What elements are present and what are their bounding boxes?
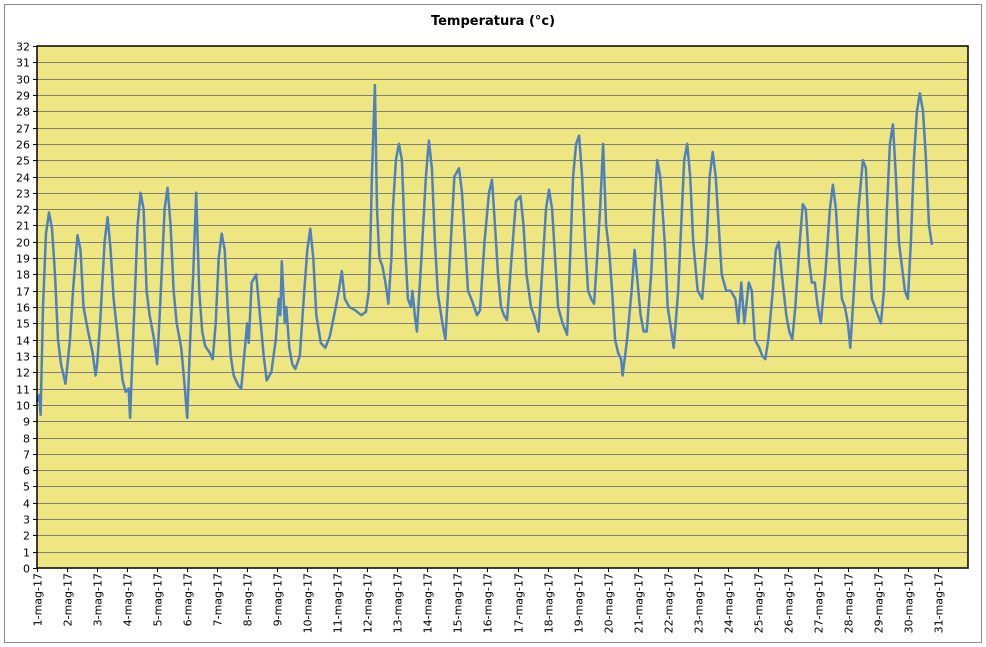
y-tick-label: 11 bbox=[16, 384, 30, 397]
x-tick-label: 25-mag-17 bbox=[753, 573, 766, 633]
x-tick-label: 22-mag-17 bbox=[663, 573, 676, 633]
y-tick-label: 22 bbox=[16, 204, 30, 217]
x-tick-label: 2-mag-17 bbox=[62, 573, 75, 626]
x-tick-label: 17-mag-17 bbox=[513, 573, 526, 633]
y-tick-label: 15 bbox=[16, 318, 30, 331]
x-tick-label: 10-mag-17 bbox=[302, 573, 315, 633]
y-tick-label: 17 bbox=[16, 286, 30, 299]
y-tick-label: 21 bbox=[16, 220, 30, 233]
y-tick-label: 2 bbox=[23, 530, 30, 543]
y-tick-label: 1 bbox=[23, 547, 30, 560]
y-tick-label: 16 bbox=[16, 302, 30, 315]
y-tick-label: 10 bbox=[16, 400, 30, 413]
x-tick-label: 9-mag-17 bbox=[272, 573, 285, 626]
x-tick-label: 24-mag-17 bbox=[723, 573, 736, 633]
x-tick-label: 19-mag-17 bbox=[573, 573, 586, 633]
y-axis-tick-labels: 0123456789101112131415161718192021222324… bbox=[16, 41, 37, 576]
x-tick-label: 13-mag-17 bbox=[392, 573, 405, 633]
y-tick-label: 27 bbox=[16, 123, 30, 136]
x-tick-label: 26-mag-17 bbox=[783, 573, 796, 633]
x-tick-label: 6-mag-17 bbox=[182, 573, 195, 626]
y-tick-label: 9 bbox=[23, 416, 30, 429]
y-tick-label: 28 bbox=[16, 106, 30, 119]
x-tick-label: 11-mag-17 bbox=[332, 573, 345, 633]
x-tick-label: 21-mag-17 bbox=[633, 573, 646, 633]
chart-title: Temperatura (°c) bbox=[430, 14, 556, 29]
y-tick-label: 18 bbox=[16, 269, 30, 282]
x-axis-tick-labels: 1-mag-17 2-mag-17 3-mag-17 4-mag-17 5-mag-17… bbox=[32, 568, 946, 633]
y-tick-label: 31 bbox=[16, 57, 30, 70]
x-tick-label: 14-mag-17 bbox=[422, 573, 435, 633]
y-tick-label: 23 bbox=[16, 188, 30, 201]
y-tick-label: 4 bbox=[23, 498, 30, 511]
y-tick-label: 8 bbox=[23, 433, 30, 446]
y-tick-label: 3 bbox=[23, 514, 30, 527]
x-tick-label: 29-mag-17 bbox=[873, 573, 886, 633]
x-tick-label: 23-mag-17 bbox=[693, 573, 706, 633]
y-tick-label: 30 bbox=[16, 74, 30, 87]
y-tick-label: 24 bbox=[16, 172, 30, 185]
x-tick-label: 28-mag-17 bbox=[843, 573, 856, 633]
y-tick-label: 6 bbox=[23, 465, 30, 478]
x-tick-label: 1-mag-17 bbox=[32, 573, 45, 626]
x-tick-label: 4-mag-17 bbox=[122, 573, 135, 626]
y-tick-label: 25 bbox=[16, 155, 30, 168]
y-tick-label: 14 bbox=[16, 335, 30, 348]
x-tick-label: 20-mag-17 bbox=[603, 573, 616, 633]
x-tick-label: 3-mag-17 bbox=[92, 573, 105, 626]
plot-border bbox=[36, 45, 969, 569]
y-tick-label: 20 bbox=[16, 237, 30, 250]
x-tick-label: 30-mag-17 bbox=[903, 573, 916, 633]
y-tick-label: 26 bbox=[16, 139, 30, 152]
y-tick-label: 7 bbox=[23, 449, 30, 462]
x-tick-label: 31-mag-17 bbox=[933, 573, 946, 633]
x-tick-label: 16-mag-17 bbox=[482, 573, 495, 633]
y-tick-label: 32 bbox=[16, 41, 30, 54]
y-tick-label: 12 bbox=[16, 367, 30, 380]
x-tick-label: 27-mag-17 bbox=[813, 573, 826, 633]
x-tick-label: 15-mag-17 bbox=[452, 573, 465, 633]
x-tick-label: 18-mag-17 bbox=[543, 573, 556, 633]
temperature-series-line bbox=[35, 83, 934, 420]
y-tick-label: 13 bbox=[16, 351, 30, 364]
y-tick-label: 19 bbox=[16, 253, 30, 266]
x-tick-label: 7-mag-17 bbox=[212, 573, 225, 626]
y-tick-label: 29 bbox=[16, 90, 30, 103]
x-tick-label: 8-mag-17 bbox=[242, 573, 255, 626]
x-tick-label: 5-mag-17 bbox=[152, 573, 165, 626]
y-tick-label: 0 bbox=[23, 563, 30, 576]
y-tick-label: 5 bbox=[23, 481, 30, 494]
x-tick-label: 12-mag-17 bbox=[362, 573, 375, 633]
